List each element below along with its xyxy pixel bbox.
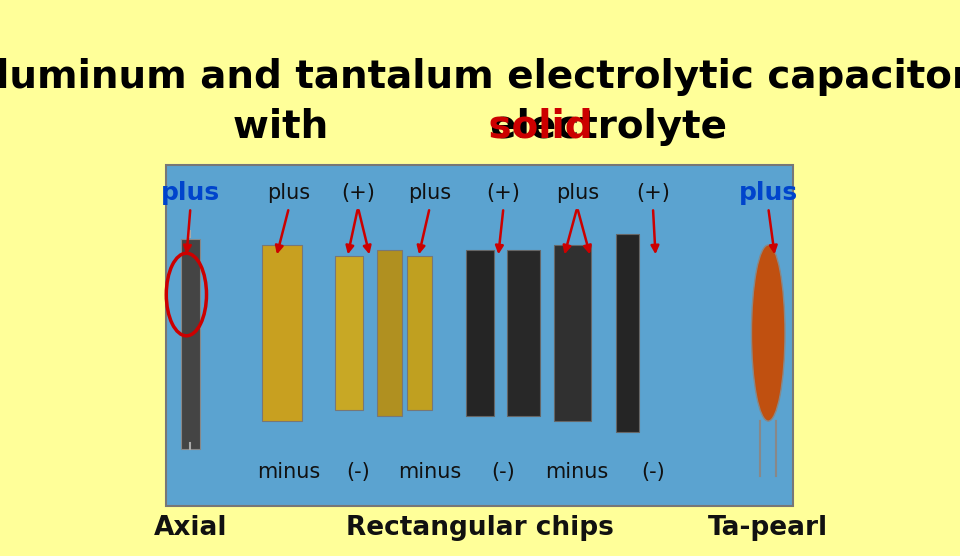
Text: plus: plus	[161, 181, 220, 205]
Ellipse shape	[752, 245, 785, 421]
Text: plus: plus	[738, 181, 798, 205]
Text: minus: minus	[257, 462, 321, 482]
Bar	[554, 245, 591, 421]
Text: (-): (-)	[492, 462, 516, 482]
Text: with            electrolyte: with electrolyte	[233, 108, 727, 146]
Bar	[407, 256, 432, 410]
Text: Ta-pearl: Ta-pearl	[708, 515, 828, 542]
Bar	[466, 250, 494, 416]
Text: plus: plus	[268, 183, 310, 203]
Text: Rectangular chips: Rectangular chips	[346, 515, 614, 542]
Text: (-): (-)	[347, 462, 370, 482]
Text: (-): (-)	[641, 462, 665, 482]
Text: plus: plus	[556, 183, 599, 203]
Bar	[615, 234, 639, 432]
Text: Aluminum and tantalum electrolytic capacitors: Aluminum and tantalum electrolytic capac…	[0, 58, 960, 96]
Bar	[166, 165, 793, 507]
Bar	[262, 245, 302, 421]
Bar	[377, 250, 401, 416]
Text: (+): (+)	[487, 183, 520, 203]
Text: Axial: Axial	[154, 515, 228, 542]
Text: solid: solid	[367, 108, 593, 146]
Text: (+): (+)	[341, 183, 375, 203]
Text: (+): (+)	[636, 183, 670, 203]
Bar	[181, 240, 200, 449]
Bar	[507, 250, 540, 416]
Text: minus: minus	[398, 462, 462, 482]
Text: plus: plus	[408, 183, 451, 203]
Text: minus: minus	[545, 462, 609, 482]
Bar	[335, 256, 364, 410]
